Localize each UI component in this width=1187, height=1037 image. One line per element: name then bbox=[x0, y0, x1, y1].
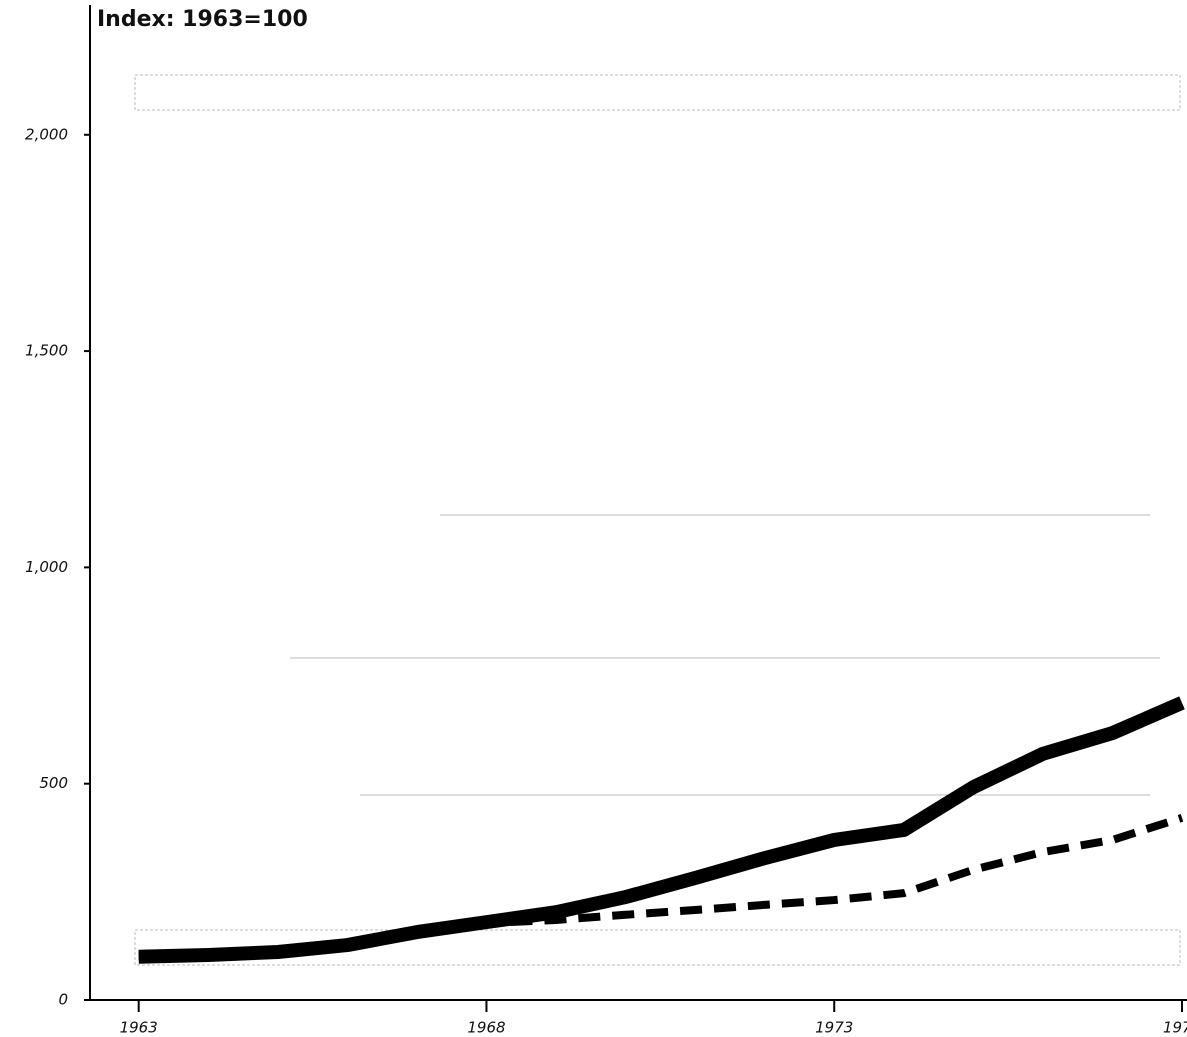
background-decoration bbox=[134, 74, 1181, 966]
data-line bbox=[138, 814, 1184, 961]
y-tick-label: 1,500 bbox=[25, 342, 68, 360]
x-tick-label: 1968 bbox=[467, 1019, 505, 1037]
y-axis-label: Index: 1963=100 bbox=[97, 7, 308, 32]
x-tick-label: 1963 bbox=[120, 1019, 158, 1037]
x-tick-label: 1973 bbox=[815, 1019, 853, 1037]
y-tick-label: 1,000 bbox=[25, 558, 68, 576]
y-tick-label: 2,000 bbox=[25, 125, 68, 143]
y-tick-label: 0 bbox=[58, 991, 68, 1009]
y-tick-label: 500 bbox=[39, 774, 68, 792]
data-line bbox=[138, 696, 1185, 964]
x-tick-label: 1978 bbox=[1163, 1019, 1187, 1037]
